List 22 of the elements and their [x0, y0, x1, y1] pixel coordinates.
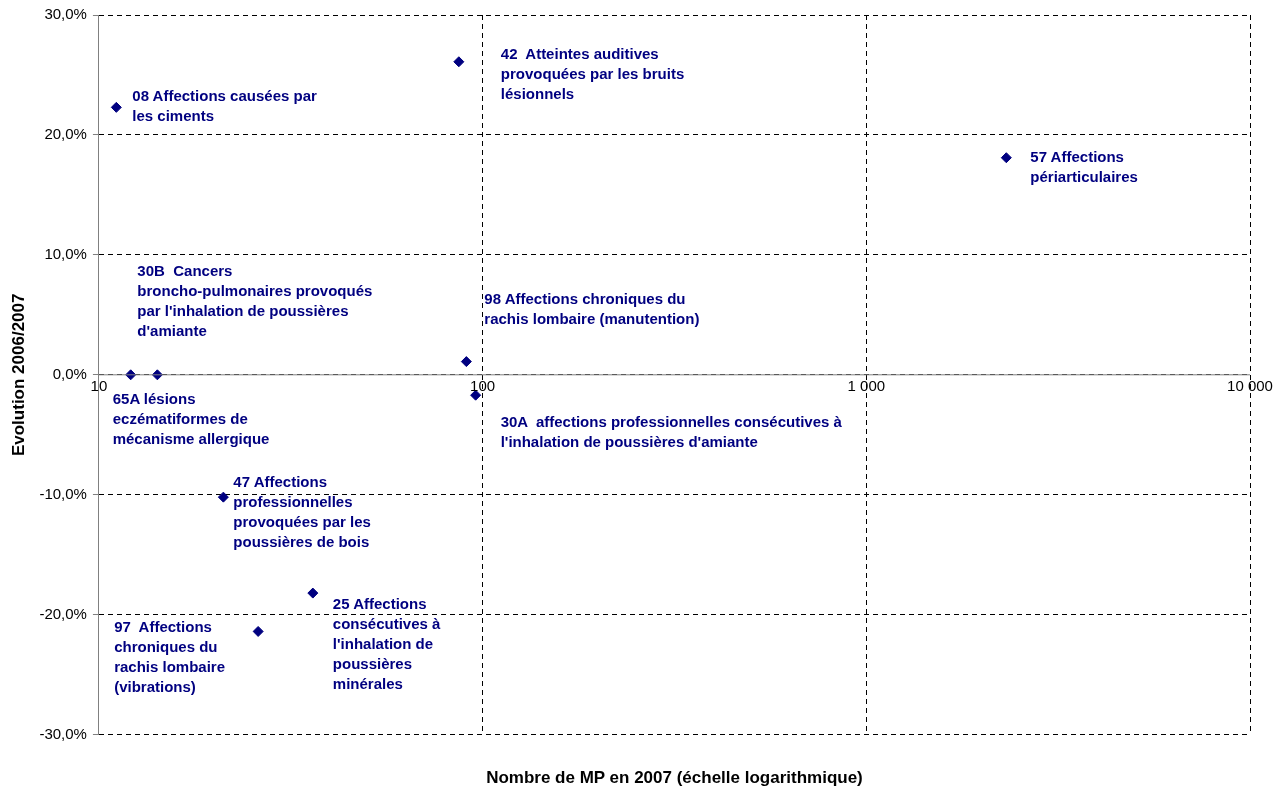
annotation: 42 Atteintes auditives provoquées par les bruits lésionnels [500, 45, 685, 103]
y-tick-label: -30,0% [39, 724, 87, 742]
y-tick-label: 0,0% [52, 364, 87, 382]
annotation: 30B Cancers broncho-pulmonaires provoqués par l'inhalation de poussières d'amiante [137, 262, 373, 340]
x-tick-label: 10 [90, 377, 108, 395]
annotation: 08 Affections causées par les ciments [132, 86, 318, 124]
x-tick-label: 10 000 [1227, 377, 1273, 395]
annotation: 98 Affections chroniques du rachis lombaire (manutention) [484, 290, 700, 328]
y-tick-label: 20,0% [44, 125, 87, 143]
annotation: 97 Affections chroniques du rachis lombaire (vibrations) [114, 618, 226, 696]
y-axis-title: Evolution 2006/2007 [8, 293, 28, 457]
annotation: 47 Affections professionnelles provoquées par les poussières de bois [233, 472, 371, 550]
annotation: 25 Affections consécutives à l'inhalation de poussières minérales [332, 594, 442, 692]
y-tick-label: 30,0% [44, 5, 87, 23]
y-tick-label: -10,0% [39, 484, 87, 502]
annotation: 57 Affections périarticulaires [1030, 148, 1138, 186]
x-axis-title: Nombre de MP en 2007 (échelle logarithmique) [486, 768, 863, 788]
annotation: 30A affections professionnelles consécutives à l'inhalation de poussières d'amiante [500, 412, 843, 450]
y-tick-label: 10,0% [44, 245, 87, 263]
annotation: 65A lésions eczématiformes de mécanisme allergique [112, 390, 270, 448]
y-tick-label: -20,0% [39, 604, 87, 622]
x-tick-label: 100 [470, 377, 496, 395]
